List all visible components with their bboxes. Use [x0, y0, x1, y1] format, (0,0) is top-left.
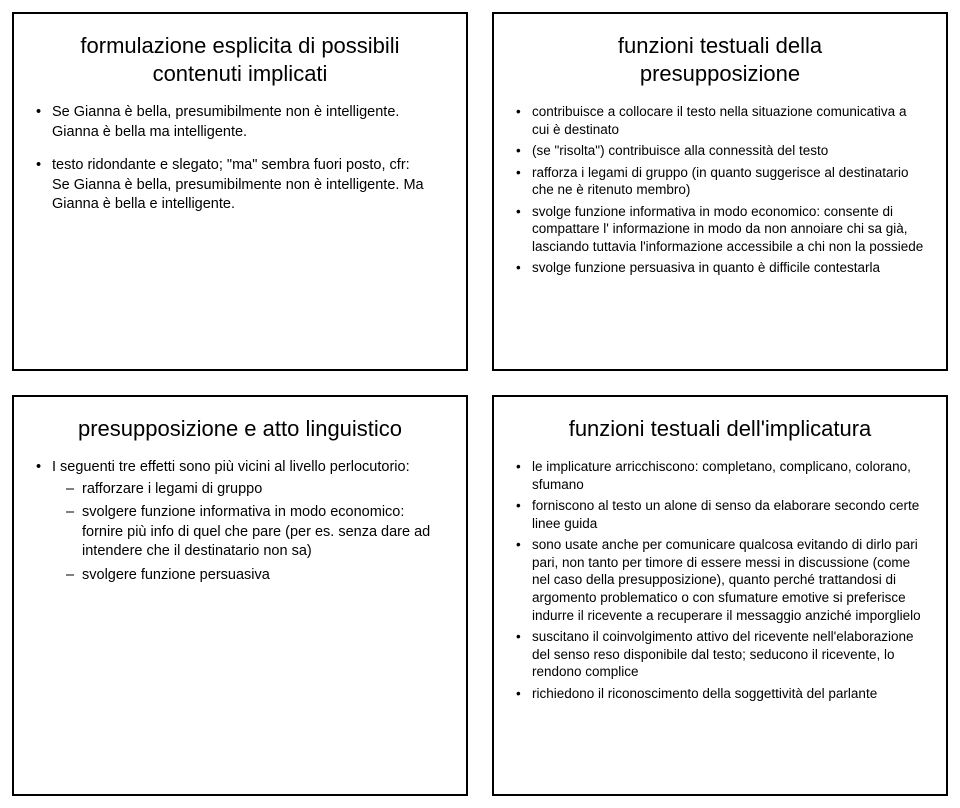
list-item: richiedono il riconoscimento della sogge… — [516, 685, 924, 703]
card-body: le implicature arricchiscono: completano… — [516, 458, 924, 706]
title-line: funzioni testuali della — [618, 33, 822, 58]
bullet-list: le implicature arricchiscono: completano… — [516, 458, 924, 702]
text: I seguenti tre effetti sono più vicini a… — [52, 459, 410, 475]
card-title: funzioni testuali della presupposizione — [516, 32, 924, 87]
list-item: (se "risolta") contribuisce alla conness… — [516, 142, 924, 160]
card-funzioni-presupposizione: funzioni testuali della presupposizione … — [492, 12, 948, 371]
card-funzioni-implicatura: funzioni testuali dell'implicatura le im… — [492, 395, 948, 796]
card-formulazione: formulazione esplicita di possibili cont… — [12, 12, 468, 371]
bullet-list: I seguenti tre effetti sono più vicini a… — [36, 458, 444, 585]
list-item: rafforza i legami di gruppo (in quanto s… — [516, 164, 924, 199]
list-item: svolge funzione persuasiva in quanto è d… — [516, 259, 924, 277]
dash-list: rafforzare i legami di gruppo svolgere f… — [52, 480, 444, 586]
card-presupposizione-atto: presupposizione e atto linguistico I seg… — [12, 395, 468, 796]
bullet-list: Se Gianna è bella, presumibilmente non è… — [36, 103, 444, 142]
list-item: Se Gianna è bella, presumibilmente non è… — [36, 103, 444, 142]
card-title: funzioni testuali dell'implicatura — [516, 415, 924, 443]
card-body: I seguenti tre effetti sono più vicini a… — [36, 458, 444, 589]
card-body: contribuisce a collocare il testo nella … — [516, 103, 924, 281]
card-title: formulazione esplicita di possibili cont… — [36, 32, 444, 87]
title-line: contenuti implicati — [153, 61, 328, 86]
list-item: testo ridondante e slegato; "ma" sembra … — [36, 156, 444, 215]
list-item: svolgere funzione persuasiva — [52, 566, 444, 586]
slide-grid: formulazione esplicita di possibili cont… — [12, 12, 948, 796]
text: testo ridondante e slegato; "ma" sembra … — [52, 157, 410, 173]
list-item: rafforzare i legami di gruppo — [52, 480, 444, 500]
list-item: svolge funzione informativa in modo econ… — [516, 203, 924, 256]
list-item: forniscono al testo un alone di senso da… — [516, 497, 924, 532]
list-item: suscitano il coinvolgimento attivo del r… — [516, 628, 924, 681]
list-item: le implicature arricchiscono: completano… — [516, 458, 924, 493]
list-item: sono usate anche per comunicare qualcosa… — [516, 536, 924, 624]
title-line: presupposizione — [640, 61, 800, 86]
title-line: formulazione esplicita di possibili — [80, 33, 399, 58]
list-item: contribuisce a collocare il testo nella … — [516, 103, 924, 138]
list-item: I seguenti tre effetti sono più vicini a… — [36, 458, 444, 585]
list-item: svolgere funzione informativa in modo ec… — [52, 503, 444, 562]
bullet-list: testo ridondante e slegato; "ma" sembra … — [36, 156, 444, 215]
card-title: presupposizione e atto linguistico — [36, 415, 444, 443]
text: Se Gianna è bella, presumibilmente non è… — [52, 177, 424, 213]
card-body: Se Gianna è bella, presumibilmente non è… — [36, 103, 444, 219]
bullet-list: contribuisce a collocare il testo nella … — [516, 103, 924, 277]
